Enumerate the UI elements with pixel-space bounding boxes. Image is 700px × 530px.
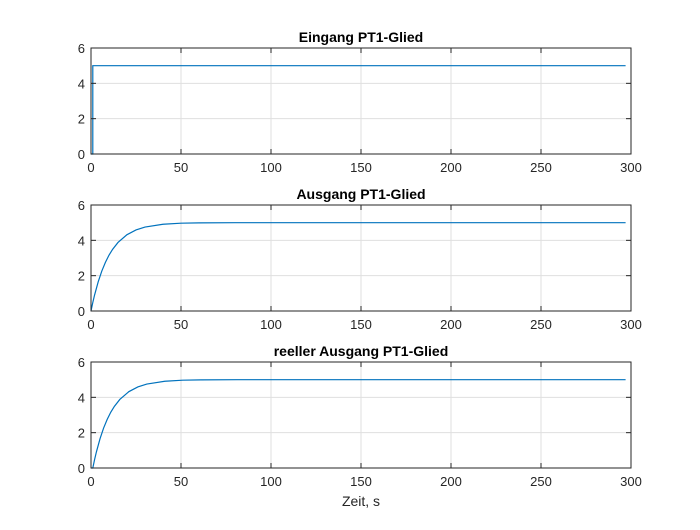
y-tick-label: 2 (78, 112, 85, 127)
series-line-1 (90, 222, 626, 312)
x-tick-label: 100 (260, 474, 282, 489)
y-tick-label: 4 (78, 76, 85, 91)
y-tick-label: 0 (78, 461, 85, 476)
x-tick-label: 150 (350, 474, 372, 489)
subplot-1: 0 50 100 150 200 250 300 0 2 4 6 Eingang PT1-Glied (78, 29, 642, 175)
y-tick-label: 2 (78, 426, 85, 441)
x-tick-label: 50 (174, 474, 188, 489)
y-tick-label: 6 (78, 198, 85, 213)
x-tick-label: 50 (174, 160, 188, 175)
x-tick-label: 300 (620, 474, 642, 489)
subplot-title: Ausgang PT1-Glied (296, 186, 425, 202)
y-tick-label: 2 (78, 269, 85, 284)
x-tick-label: 0 (87, 160, 94, 175)
y-tick-label: 4 (78, 233, 85, 248)
y-tick-label: 0 (78, 147, 85, 162)
subplot-title: reeller Ausgang PT1-Glied (274, 343, 449, 359)
x-tick-label: 0 (87, 317, 94, 332)
subplot-3: 0 50 100 150 200 250 300 0 2 4 6 reeller Ausgang PT… (78, 343, 642, 509)
x-tick-label: 250 (530, 317, 552, 332)
x-axis-label: Zeit, s (342, 493, 380, 509)
series-line-1 (91, 379, 626, 469)
y-tick-label: 0 (78, 304, 85, 319)
subplot-title: Eingang PT1-Glied (299, 29, 423, 45)
x-tick-label: 150 (350, 160, 372, 175)
x-tick-label: 0 (87, 474, 94, 489)
y-tick-label: 6 (78, 355, 85, 370)
x-tick-label: 300 (620, 160, 642, 175)
subplot-2: 0 50 100 150 200 250 300 0 2 4 6 Ausgang PT1-Glied (78, 186, 642, 332)
x-tick-label: 250 (530, 160, 552, 175)
x-tick-label: 200 (440, 474, 462, 489)
y-tick-label: 6 (78, 41, 85, 56)
x-tick-label: 100 (260, 317, 282, 332)
x-tick-label: 50 (174, 317, 188, 332)
x-tick-label: 300 (620, 317, 642, 332)
x-tick-label: 100 (260, 160, 282, 175)
x-tick-label: 250 (530, 474, 552, 489)
x-tick-label: 150 (350, 317, 372, 332)
x-tick-label: 200 (440, 317, 462, 332)
x-tick-label: 200 (440, 160, 462, 175)
y-tick-label: 4 (78, 390, 85, 405)
